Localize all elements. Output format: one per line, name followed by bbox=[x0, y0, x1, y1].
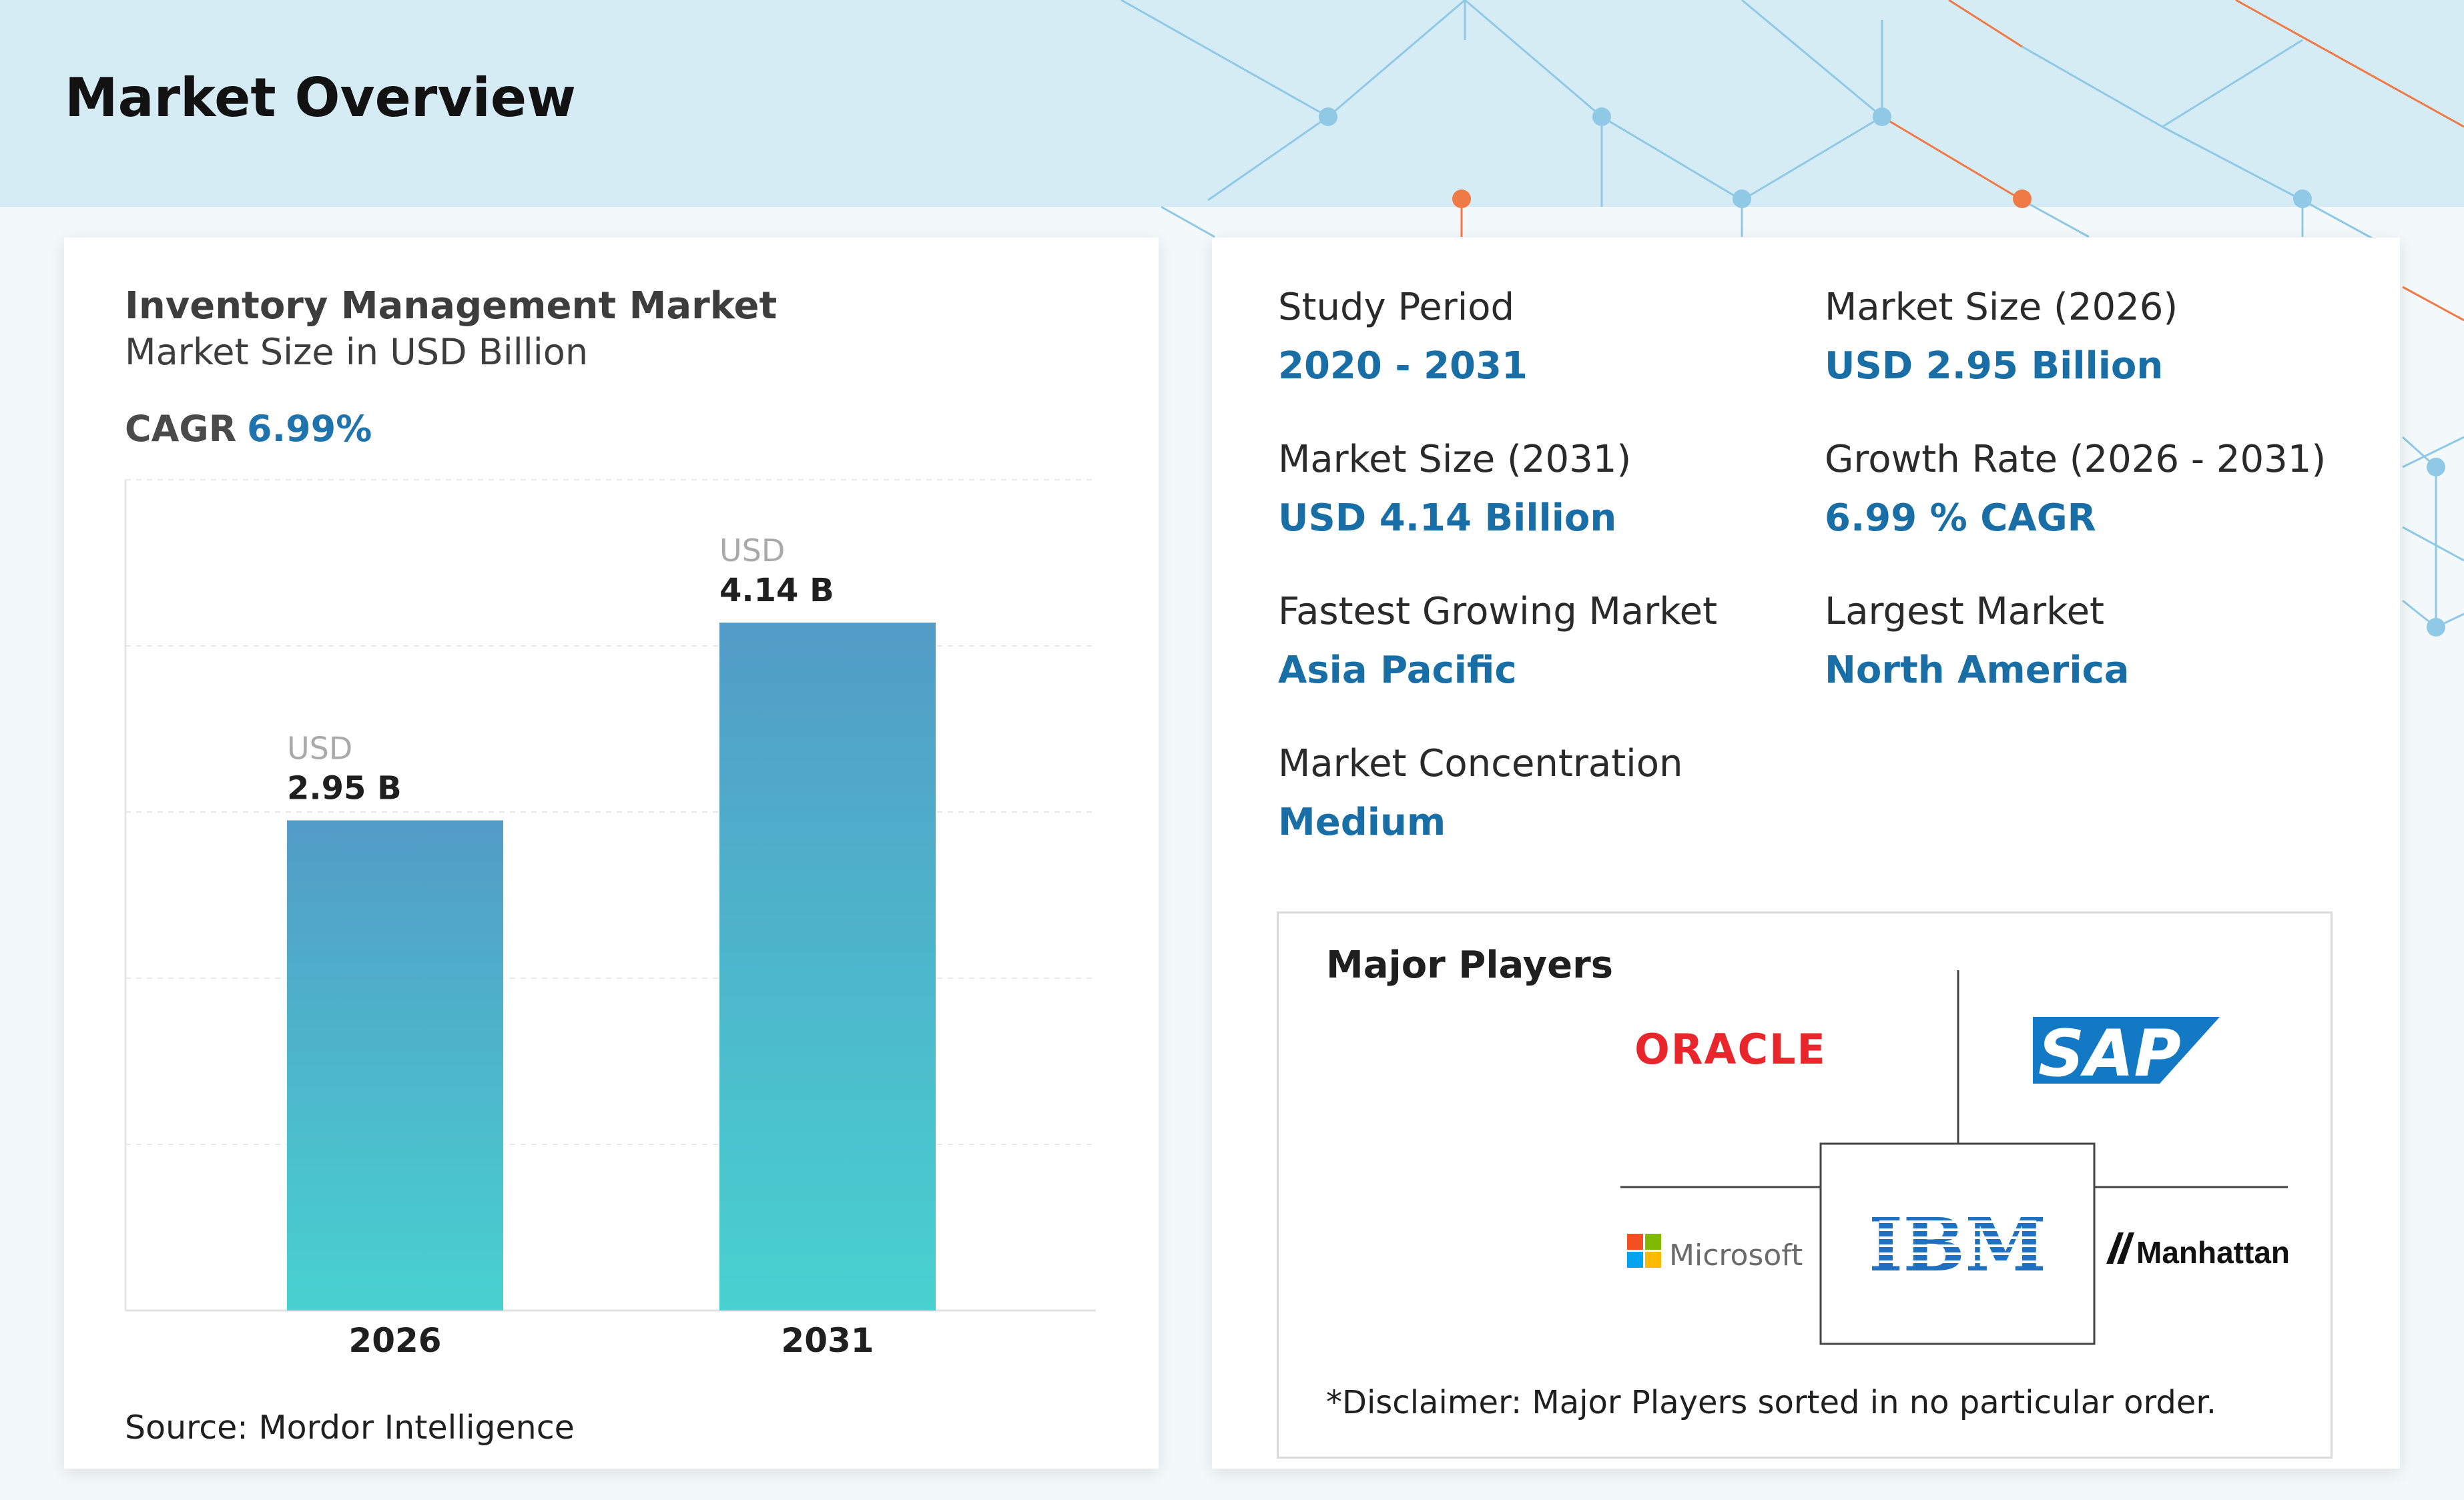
network-node bbox=[2013, 190, 2032, 208]
sap-logo: SAP bbox=[2033, 1016, 2220, 1091]
network-line bbox=[2302, 199, 2377, 242]
network-line bbox=[1601, 115, 1743, 202]
network-node bbox=[2427, 458, 2445, 476]
largest-market-label: Largest Market bbox=[1825, 590, 2104, 633]
microsoft-logo: Microsoft bbox=[1627, 1234, 1803, 1272]
chart-subtitle: Market Size in USD Billion bbox=[125, 331, 589, 373]
bar-label-prefix: USD bbox=[287, 730, 352, 766]
network-line bbox=[2022, 45, 2163, 128]
network-node bbox=[1873, 107, 1891, 126]
network-line bbox=[1161, 206, 1215, 238]
oracle-logo-text: ORACLE bbox=[1634, 1025, 1827, 1074]
network-line bbox=[1741, 115, 1883, 202]
cagr-label: CAGR bbox=[125, 408, 237, 450]
network-line bbox=[2162, 125, 2303, 202]
header-band bbox=[0, 0, 2464, 207]
market-size-2031-value: USD 4.14 Billion bbox=[1278, 496, 1617, 540]
network-line bbox=[1327, 0, 1466, 118]
x-tick-label: 2026 bbox=[348, 1321, 441, 1360]
stats-card: Study Period 2020 - 2031 Market Size (20… bbox=[1212, 238, 2400, 1469]
network-line bbox=[1464, 0, 1602, 118]
oracle-logo: ORACLE bbox=[1634, 1025, 1827, 1074]
network-node bbox=[1452, 190, 1471, 208]
network-line bbox=[2402, 436, 2464, 468]
study-period-value: 2020 - 2031 bbox=[1278, 344, 1528, 388]
study-period-label: Study Period bbox=[1278, 286, 1515, 329]
players-logo-grid: ORACLE SAP Microsoft IBM bbox=[1620, 970, 2290, 1345]
network-node bbox=[2293, 190, 2312, 208]
market-size-2026-label: Market Size (2026) bbox=[1825, 286, 2178, 329]
source-note: Source: Mordor Intelligence bbox=[125, 1409, 575, 1447]
market-size-2026-value: USD 2.95 Billion bbox=[1825, 344, 2164, 388]
market-size-2031-label: Market Size (2031) bbox=[1278, 438, 1632, 481]
network-line bbox=[2402, 286, 2464, 322]
network-node bbox=[1319, 107, 1337, 126]
network-line bbox=[1207, 115, 1329, 202]
microsoft-logo-text: Microsoft bbox=[1669, 1238, 1803, 1272]
major-players-title: Major Players bbox=[1326, 944, 1614, 987]
growth-rate-label: Growth Rate (2026 - 2031) bbox=[1825, 438, 2327, 481]
market-concentration-label: Market Concentration bbox=[1278, 742, 1683, 785]
network-node bbox=[1592, 107, 1611, 126]
network-line bbox=[2162, 39, 2303, 128]
manhattan-logo: Manhattan bbox=[2106, 1232, 2290, 1270]
growth-rate-value: 6.99 % CAGR bbox=[1825, 496, 2096, 540]
page-title: Market Overview bbox=[65, 67, 577, 129]
network-line bbox=[2235, 0, 2464, 128]
x-tick-label: 2031 bbox=[781, 1321, 874, 1360]
sap-logo-text: SAP bbox=[2038, 1016, 2181, 1091]
network-line bbox=[1121, 0, 1329, 118]
network-line bbox=[2022, 199, 2090, 238]
network-node bbox=[2427, 618, 2445, 637]
bar-2026 bbox=[287, 820, 503, 1310]
network-node bbox=[1733, 190, 1751, 208]
network-line bbox=[1741, 0, 1883, 118]
chart-card: Inventory Management Market Market Size … bbox=[64, 238, 1159, 1469]
ibm-logo: IBM bbox=[1869, 1202, 2046, 1288]
ibm-logo-stripes bbox=[1879, 1220, 2036, 1263]
bar-2031 bbox=[719, 623, 936, 1310]
bar-label-prefix: USD bbox=[719, 532, 785, 569]
fastest-growing-label: Fastest Growing Market bbox=[1278, 590, 1718, 633]
disclaimer-text: *Disclaimer: Major Players sorted in no … bbox=[1326, 1384, 2216, 1421]
network-line bbox=[2402, 526, 2464, 562]
cagr-value: 6.99% bbox=[247, 408, 372, 450]
chart-title: Inventory Management Market bbox=[125, 284, 778, 328]
market-concentration-value: Medium bbox=[1278, 801, 1446, 844]
major-players-box: Major Players ORACLE SAP bbox=[1277, 911, 2333, 1459]
network-line bbox=[1881, 115, 2023, 202]
logo-grid-lines bbox=[1620, 970, 2288, 1345]
network-line bbox=[1948, 0, 2023, 48]
bar-value-label: 2.95 B bbox=[287, 769, 402, 807]
bar-value-label: 4.14 B bbox=[719, 572, 834, 609]
fastest-growing-value: Asia Pacific bbox=[1278, 649, 1517, 692]
largest-market-value: North America bbox=[1825, 649, 2130, 692]
manhattan-logo-text: Manhattan bbox=[2136, 1235, 2290, 1270]
grid-lines bbox=[125, 479, 1096, 1145]
